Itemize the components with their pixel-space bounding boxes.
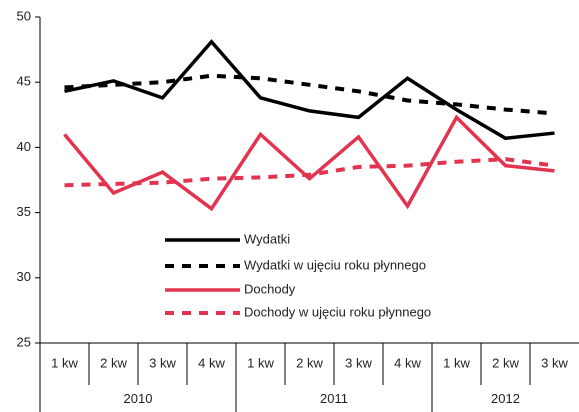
series-line [64,73,555,116]
x-tick-label: 2 kw [296,355,323,370]
series-line [63,114,555,212]
x-tick-label: 2 kw [100,355,127,370]
y-tick-label: 25 [17,334,31,349]
y-tick-label: 45 [17,74,31,89]
x-tick-label: 1 kw [247,355,274,370]
legend-label: Wydatki w ujęciu roku płynnego [244,257,426,272]
x-tick-label: 4 kw [394,355,421,370]
y-tick-label: 50 [17,8,31,23]
y-tick-label: 40 [17,139,31,154]
x-tick-label: 3 kw [149,355,176,370]
x-tick-label: 1 kw [51,355,78,370]
x-tick-label: 4 kw [198,355,225,370]
group-label: 2012 [491,391,520,406]
legend-label: Wydatki [244,231,290,246]
y-tick-label: 35 [17,204,31,219]
group-label: 2010 [124,391,153,406]
group-label: 2011 [320,391,348,406]
x-tick-label: 2 kw [492,355,519,370]
x-tick-label: 1 kw [443,355,470,370]
series-line [64,157,555,188]
legend-label: Dochody w ujęciu roku płynnego [244,304,431,319]
x-tick-label: 3 kw [345,355,372,370]
x-tick-label: 3 kw [541,355,568,370]
series-line [64,39,555,141]
y-tick-label: 30 [17,269,31,284]
legend-label: Dochody [244,281,296,296]
